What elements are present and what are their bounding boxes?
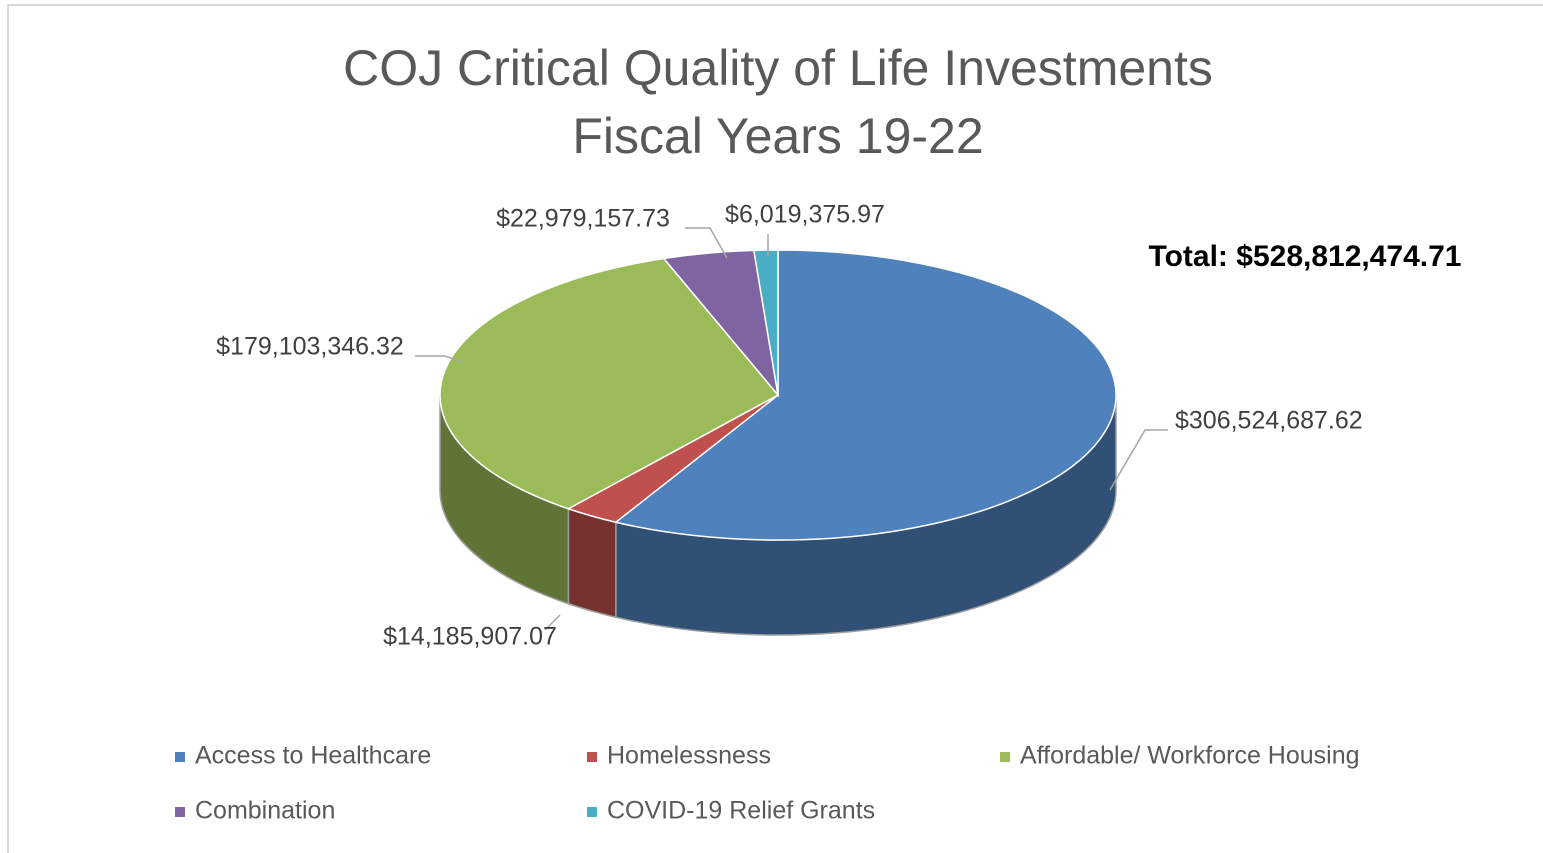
data-label: $6,019,375.97 xyxy=(725,201,885,229)
data-label: $306,524,687.62 xyxy=(1175,407,1363,435)
leader-line xyxy=(685,227,728,259)
slice xyxy=(614,249,1117,541)
data-label: $179,103,346.32 xyxy=(216,333,404,361)
chart-title: COJ Critical Quality of Life Investments xyxy=(343,40,1213,96)
data-label: $14,185,907.07 xyxy=(383,623,557,651)
leader-line xyxy=(415,355,463,363)
data-label: $22,979,157.73 xyxy=(496,205,670,233)
legend-marker xyxy=(175,752,185,762)
slice xyxy=(752,249,779,396)
legend-label: Affordable/ Workforce Housing xyxy=(1020,742,1360,770)
chart-subtitle: Fiscal Years 19-22 xyxy=(572,108,983,164)
legend-marker xyxy=(587,807,597,817)
legend-label: COVID-19 Relief Grants xyxy=(607,797,875,825)
slice xyxy=(439,257,780,510)
total-annotation: Total: $528,812,474.71 xyxy=(1149,240,1462,273)
legend-label: Access to Healthcare xyxy=(195,742,431,770)
leader-line xyxy=(1109,429,1168,491)
legend-marker xyxy=(175,807,185,817)
legend-marker xyxy=(587,752,597,762)
leader-line xyxy=(544,614,561,631)
legend-marker xyxy=(1000,752,1010,762)
slice-side xyxy=(567,507,617,619)
legend-label: Homelessness xyxy=(607,742,771,770)
legend-label: Combination xyxy=(195,797,335,825)
